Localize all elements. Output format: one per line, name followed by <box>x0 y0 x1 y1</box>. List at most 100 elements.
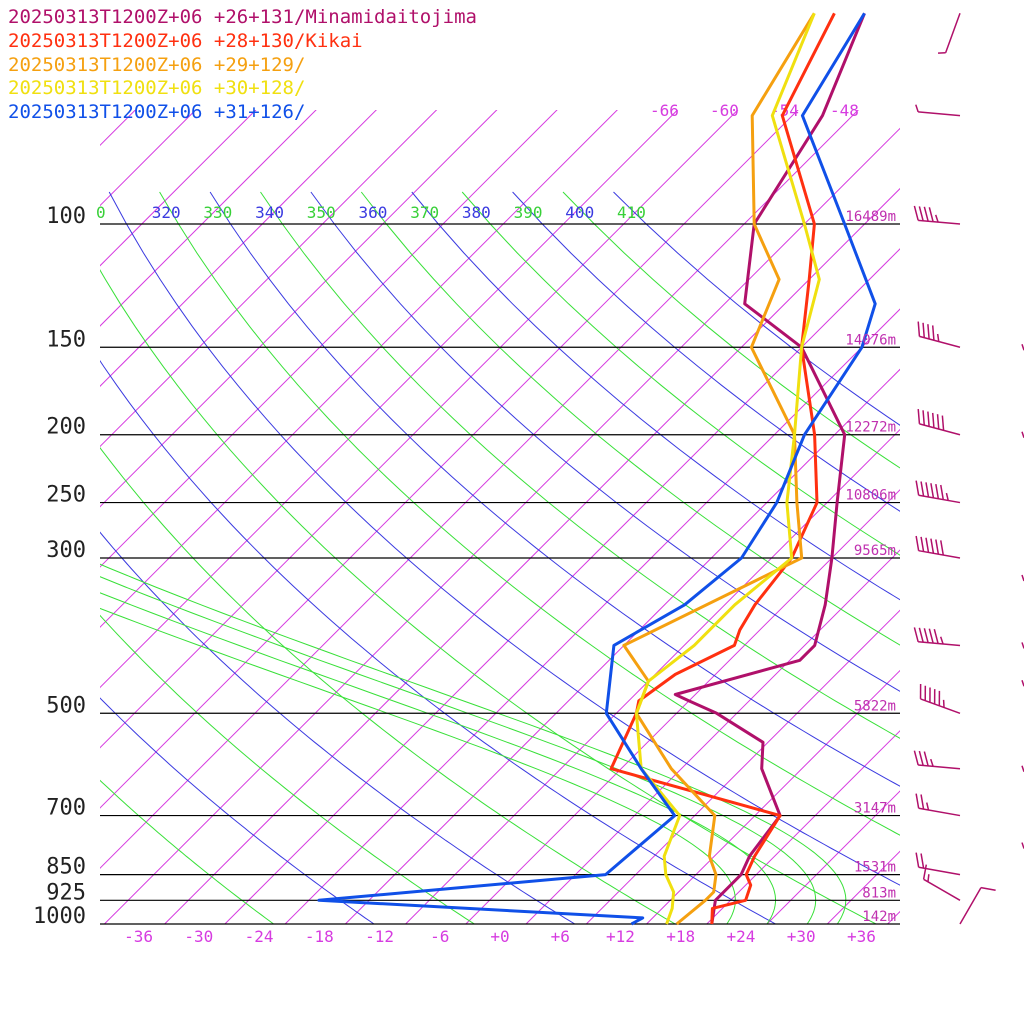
isotherm-line <box>100 110 438 448</box>
isotherm-line <box>100 110 257 267</box>
moist-adiabat-line <box>100 576 817 924</box>
dry-adiabat-line <box>411 191 900 601</box>
isotherm-line <box>100 110 558 568</box>
legend-entry: 20250313T1200Z+06 +28+130/Kikai <box>8 29 363 52</box>
theta-labels: 0 320 330 340 350 360 370 380 390 400 410 <box>96 203 646 222</box>
wind-barb <box>915 104 961 117</box>
theta-label: 0 <box>96 203 106 222</box>
isotherm-line <box>224 248 900 924</box>
theta-label: 390 <box>514 203 543 222</box>
dry-adiabat-grid <box>100 191 900 924</box>
top-isotherm-label: -60 <box>710 101 739 120</box>
theta-label: 350 <box>307 203 336 222</box>
wind-barb <box>919 684 961 714</box>
height-label: 12272m <box>845 420 896 436</box>
x-tick-label: +12 <box>606 927 635 946</box>
isotherm-grid <box>0 0 1024 924</box>
height-label: 10806m <box>845 488 896 504</box>
isotherm-line <box>100 110 679 689</box>
legend: 20250313T1200Z+06 +26+131/Minamidaitojim… <box>8 6 477 125</box>
wind-barb <box>959 886 996 925</box>
height-label: 1531m <box>854 860 896 876</box>
x-tick-label: +30 <box>787 927 816 946</box>
isotherm-line <box>405 428 900 924</box>
x-tick-label: +0 <box>490 927 509 946</box>
isotherm-line <box>104 127 900 924</box>
x-tick-label: -30 <box>184 927 213 946</box>
wind-barb <box>915 480 961 504</box>
x-tick-label: -6 <box>430 927 449 946</box>
moist-adiabat-grid <box>100 563 847 924</box>
pressure-label: 300 <box>46 538 86 563</box>
x-tick-label: -12 <box>365 927 394 946</box>
isotherm-line <box>948 0 1024 924</box>
height-label: 5822m <box>854 698 896 714</box>
x-tick-label: +18 <box>666 927 695 946</box>
moist-adiabat-line <box>100 592 776 924</box>
wind-barb <box>922 864 961 901</box>
x-tick-label: -18 <box>305 927 334 946</box>
theta-label: 410 <box>617 203 646 222</box>
top-isotherm-label: -48 <box>830 101 859 120</box>
dry-adiabat-line <box>209 191 900 787</box>
isotherm-line <box>100 110 859 869</box>
x-tick-label: +36 <box>847 927 876 946</box>
isotherm-line <box>525 549 900 924</box>
height-label: 16489m <box>845 209 896 225</box>
theta-label: 340 <box>255 203 284 222</box>
pressure-label: 500 <box>46 693 86 718</box>
isotherm-line <box>0 0 119 924</box>
wind-barb <box>913 750 961 770</box>
theta-label: 330 <box>203 203 232 222</box>
top-isotherm-label: -66 <box>650 101 679 120</box>
wind-barb <box>913 205 961 225</box>
series-line-5 <box>317 12 877 926</box>
pressure-label: 200 <box>46 415 86 440</box>
pressure-label: 700 <box>46 796 86 821</box>
x-tick-label: -36 <box>124 927 153 946</box>
pressure-label: 150 <box>46 327 86 352</box>
wind-barb <box>915 852 961 876</box>
isotherm-line <box>164 187 900 924</box>
isotherm-line <box>0 0 240 924</box>
height-label: 142m <box>862 909 896 925</box>
pressure-label: 925 <box>46 880 86 905</box>
theta-label: 360 <box>359 203 388 222</box>
series-layer <box>317 12 877 926</box>
isotherm-line <box>100 110 136 146</box>
pressure-label: 250 <box>46 483 86 508</box>
wind-barb <box>917 321 961 348</box>
isobar-lines <box>100 223 900 925</box>
isotherm-line <box>766 790 900 924</box>
height-label: 14076m <box>845 332 896 348</box>
wind-barbs <box>913 13 996 925</box>
height-labels: 16489m 14076m 12272m 10806m 9565m 5822m 3147m 1… <box>845 209 896 925</box>
height-label: 813m <box>862 885 896 901</box>
isotherm-line <box>100 110 498 508</box>
theta-label: 370 <box>410 203 439 222</box>
wind-barb <box>917 408 961 436</box>
isotherm-line <box>345 368 900 924</box>
legend-entry: 20250313T1200Z+06 +30+128/ <box>8 77 306 100</box>
theta-label: 400 <box>565 203 594 222</box>
isotherm-line <box>465 489 900 924</box>
x-tick-label: +24 <box>727 927 756 946</box>
isotherm-line <box>1008 0 1024 924</box>
isotherm-line <box>887 910 900 924</box>
dry-adiabat-line <box>360 191 900 646</box>
isotherm-line <box>826 850 900 924</box>
series-line-4 <box>634 12 821 925</box>
height-label: 9565m <box>854 543 896 559</box>
x-axis-ticks: -36 -30 -24 -18 -12 -6 +0 +6 +12 +18 +24 +30 +36 <box>124 927 876 946</box>
series-line-2 <box>609 12 836 925</box>
pressure-label: 850 <box>46 855 86 880</box>
wind-barb <box>913 627 961 647</box>
isotherm-line <box>706 730 900 924</box>
x-tick-label: -24 <box>245 927 274 946</box>
moist-adiabat-line <box>100 563 847 924</box>
x-tick-label: +6 <box>551 927 570 946</box>
isotherm-line <box>0 0 179 924</box>
legend-entry: 20250313T1200Z+06 +26+131/Minamidaitojim… <box>8 6 477 28</box>
